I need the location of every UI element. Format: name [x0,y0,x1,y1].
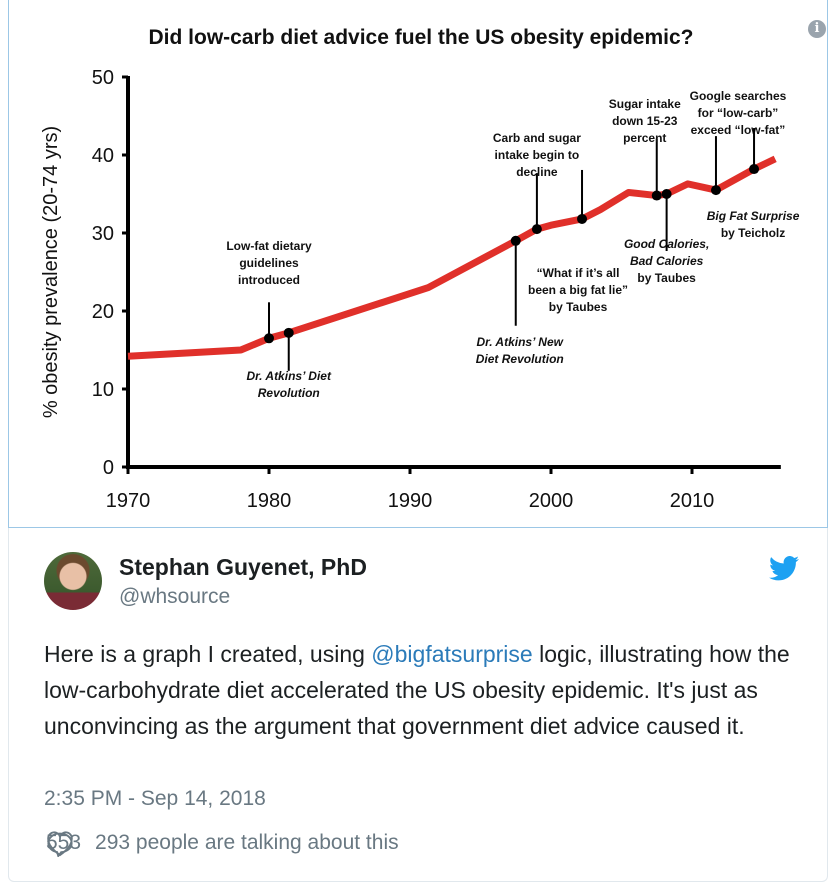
info-icon[interactable]: i [808,20,826,38]
annotation-marker [283,327,294,338]
heart-icon[interactable] [46,831,74,857]
annotation-marker [710,185,721,196]
annotation-label-line: Carb and sugar [493,131,581,145]
author-handle[interactable]: @whsource [119,585,231,608]
y-tick-label: 10 [92,379,114,401]
annotation-marker [531,224,542,235]
annotation-label: Big Fat Surprise by Teicholz [707,209,800,240]
y-tick-label: 40 [92,145,114,167]
x-tick-label: 2010 [670,490,715,512]
annotation-marker [577,213,588,224]
tweet-card[interactable]: Stephan Guyenet, PhD @whsource Here is a… [8,528,828,882]
annotation-label-line: Dr. Atkins’ New [477,335,564,349]
annotation-label-line: by Taubes [549,300,608,314]
annotation-label-line: exceed “low-fat” [691,123,786,137]
annotation-label-line: percent [623,131,666,145]
annotation-label-line: decline [516,165,558,179]
tweet-text: Here is a graph I created, using @bigfat… [44,636,804,744]
annotation-label-line: intake begin to [495,148,580,162]
avatar[interactable] [44,552,102,610]
x-tick-label: 2000 [529,490,574,512]
annotation-label-line: guidelines [239,256,299,270]
annotation-label: Dr. Atkins’ Diet Revolution [247,369,332,400]
annotation-label: Google searches for “low-carb” exceed “low… [690,89,787,137]
annotation-label-line: down 15-23 [612,114,678,128]
chart-title: Did low-carb diet advice fuel the US obe… [149,26,694,49]
annotation-label-line: for “low-carb” [698,106,779,120]
annotation-label-line: Google searches [690,89,787,103]
annotation-label-line: “What if it’s all [537,266,620,280]
annotation-label-line: been a big fat lie” [528,283,628,297]
x-tick-label: 1990 [388,490,433,512]
annotation-label: “What if it’s all been a big fat lie” by T… [528,266,628,314]
annotation-label: Low-fat dietary guidelines introduced [226,239,312,287]
x-tick-label: 1970 [106,490,151,512]
y-tick-label: 50 [92,67,114,89]
author-name[interactable]: Stephan Guyenet, PhD [119,554,367,580]
annotation-marker [749,164,760,175]
annotation-label-line: Low-fat dietary [226,239,312,253]
talking-count[interactable]: 293 people are talking about this [95,831,399,854]
y-tick-label: 0 [103,457,114,479]
tweet-actions: 553 293 people are talking about this [46,831,399,857]
chart-card[interactable]: i Did low-carb diet advice fuel the US o… [8,0,828,528]
annotation-label-line: Sugar intake [609,97,681,111]
x-tick-label: 1980 [247,490,292,512]
annotation-marker [651,190,662,201]
annotation-label-line: Diet Revolution [476,352,564,366]
tweet-text-part: Here is a graph I created, using [44,641,372,667]
y-tick-label: 30 [92,223,114,245]
annotation-marker [661,189,672,199]
annotation-label: Carb and sugar intake begin to decline [493,131,581,179]
annotation-label-line: by Taubes [637,271,696,285]
timestamp[interactable]: 2:35 PM - Sep 14, 2018 [44,787,266,810]
annotation-label-line: by Teicholz [721,226,785,240]
annotation-label: Sugar intake down 15-23 percent [609,97,681,145]
mention-link[interactable]: @bigfatsurprise [371,641,533,667]
y-tick-label: 20 [92,301,114,323]
annotation-label-line: Good Calories, [624,237,709,251]
annotation-label-line: Dr. Atkins’ Diet [247,369,332,383]
annotation-label: Dr. Atkins’ New Diet Revolution [476,335,564,366]
annotation-marker [510,235,521,246]
y-axis-label: % obesity prevalence (20-74 yrs) [40,126,62,418]
annotation-label-line: Big Fat Surprise [707,209,800,223]
annotation-label-line: introduced [238,273,300,287]
annotation-label-line: Revolution [258,386,320,400]
annotation-label: Good Calories, Bad Calories by Taubes [624,237,709,285]
tweet-text-part: logic, illustrating how the low-carbohyd… [44,641,790,739]
annotation-label-line: Bad Calories [630,254,704,268]
reply-bubble-icon[interactable] [46,831,74,857]
annotation-marker [264,333,274,344]
twitter-bird-icon[interactable] [769,556,799,581]
obesity-chart: Did low-carb diet advice fuel the US obe… [40,26,800,512]
